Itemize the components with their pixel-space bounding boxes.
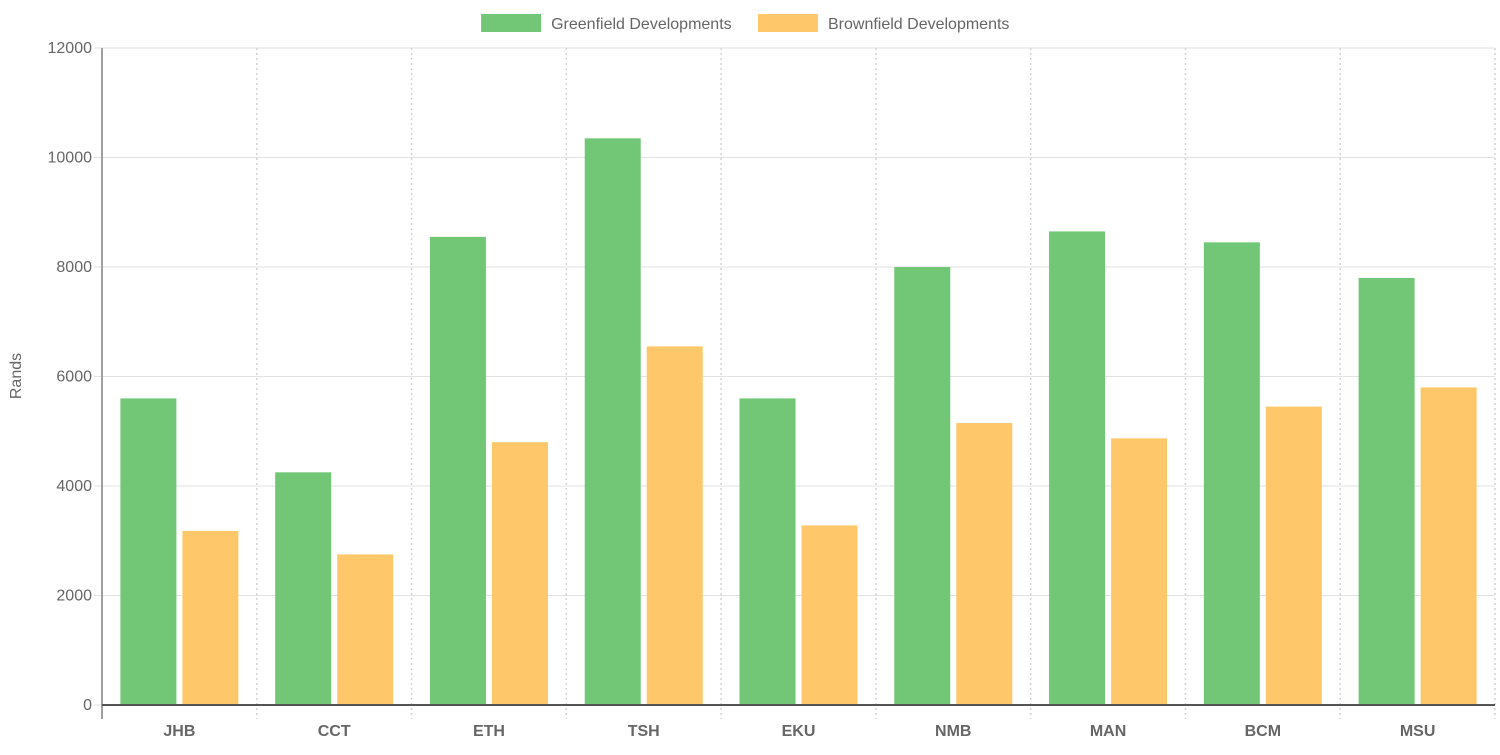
grid-lines xyxy=(94,47,1496,719)
bar-brownfield-msu[interactable] xyxy=(1420,387,1477,705)
bar-brownfield-eku[interactable] xyxy=(801,525,858,705)
bar-brownfield-bcm[interactable] xyxy=(1265,406,1322,705)
x-tick-label: NMB xyxy=(935,723,971,740)
bar-greenfield-cct[interactable] xyxy=(275,472,332,705)
bar-brownfield-jhb[interactable] xyxy=(182,530,239,705)
y-axis-ticks: 0 2000 4000 6000 8000 10000 12000 xyxy=(48,40,93,714)
y-tick-label: 12000 xyxy=(48,40,93,57)
y-tick-label: 4000 xyxy=(56,478,92,495)
legend-label: Brownfield Developments xyxy=(828,16,1009,33)
bar-brownfield-cct[interactable] xyxy=(337,554,394,705)
x-tick-label: ETH xyxy=(473,723,505,740)
legend-swatch xyxy=(758,14,818,32)
bar-brownfield-nmb[interactable] xyxy=(956,423,1013,705)
bar-greenfield-tsh[interactable] xyxy=(584,138,641,705)
legend-item[interactable]: Greenfield Developments xyxy=(481,14,732,33)
x-tick-label: MAN xyxy=(1090,723,1126,740)
y-tick-label: 0 xyxy=(83,697,92,714)
x-tick-label: BCM xyxy=(1245,723,1281,740)
y-tick-label: 10000 xyxy=(48,150,93,167)
x-tick-label: JHB xyxy=(163,723,195,740)
bar-brownfield-man[interactable] xyxy=(1111,438,1168,705)
bar-greenfield-msu[interactable] xyxy=(1358,277,1415,705)
x-tick-label: EKU xyxy=(782,723,816,740)
y-axis-title: Rands xyxy=(8,353,25,399)
y-tick-label: 6000 xyxy=(56,369,92,386)
legend-label: Greenfield Developments xyxy=(551,16,732,33)
bar-greenfield-nmb[interactable] xyxy=(894,267,951,705)
x-axis-ticks: JHB CCT ETH TSH EKU NMB MAN BCM MSU xyxy=(163,723,1435,740)
axes xyxy=(101,48,1495,719)
bar-greenfield-eth[interactable] xyxy=(429,236,486,705)
legend-swatch xyxy=(481,14,542,32)
bar-greenfield-bcm[interactable] xyxy=(1203,242,1260,706)
legend: Greenfield Developments Brownfield Develo… xyxy=(481,14,1009,33)
bar-greenfield-man[interactable] xyxy=(1049,231,1106,705)
y-tick-label: 2000 xyxy=(56,588,92,605)
bar-brownfield-tsh[interactable] xyxy=(646,346,703,705)
legend-item[interactable]: Brownfield Developments xyxy=(758,14,1009,33)
bar-greenfield-eku[interactable] xyxy=(739,398,796,705)
bar-brownfield-eth[interactable] xyxy=(491,442,548,705)
x-tick-label: MSU xyxy=(1400,723,1436,740)
bars xyxy=(120,138,1477,706)
y-tick-label: 8000 xyxy=(56,259,92,276)
bar-greenfield-jhb[interactable] xyxy=(120,398,177,705)
x-tick-label: TSH xyxy=(628,723,660,740)
x-tick-label: CCT xyxy=(318,723,351,740)
